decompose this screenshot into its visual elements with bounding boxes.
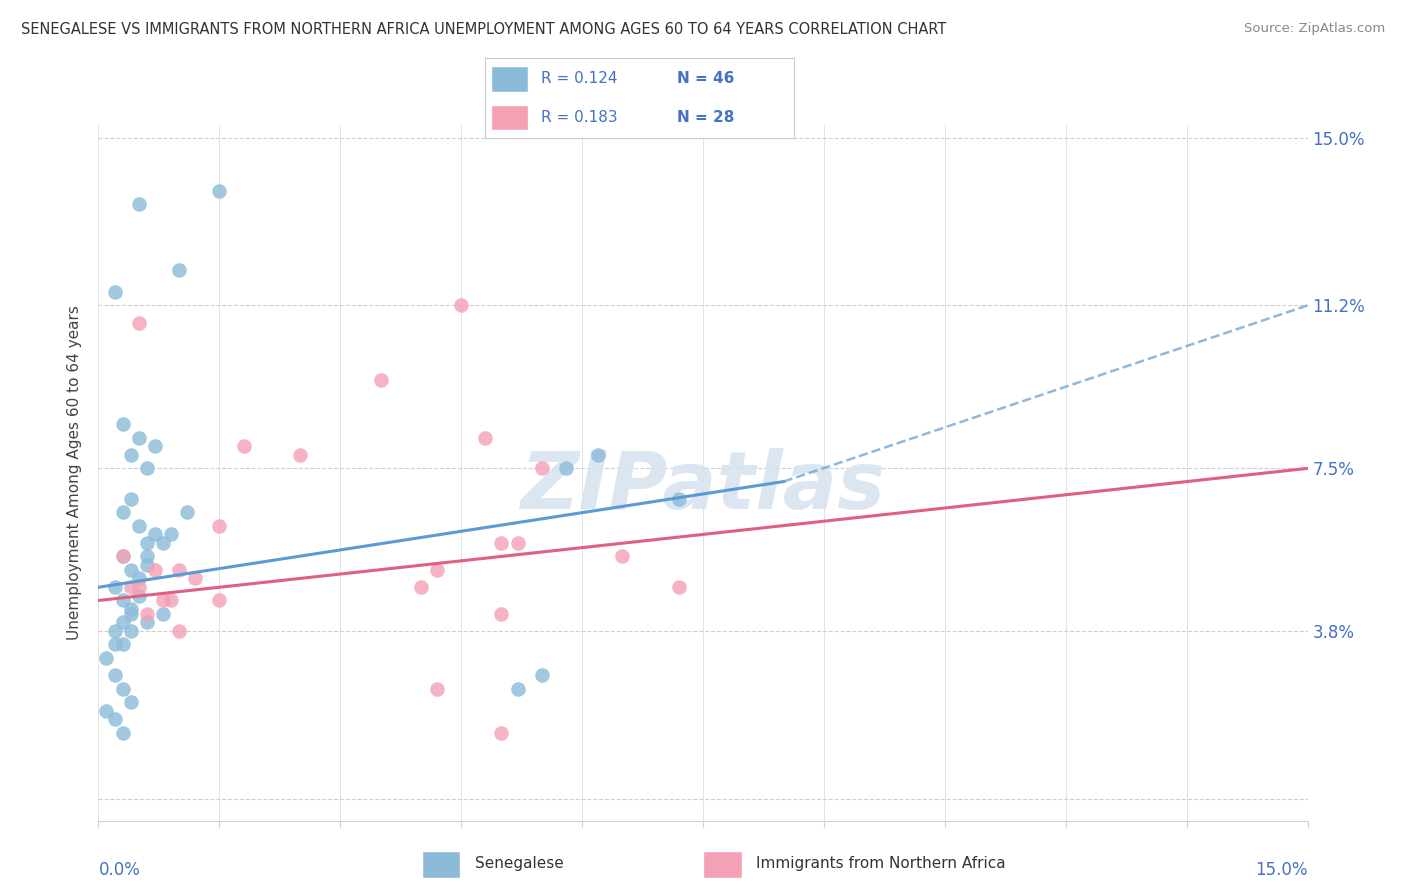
Point bbox=[160, 593, 183, 607]
Point bbox=[143, 527, 166, 541]
Point bbox=[426, 563, 449, 577]
Point bbox=[167, 563, 190, 577]
Point bbox=[103, 624, 125, 639]
Point bbox=[120, 607, 142, 621]
Point bbox=[120, 695, 142, 709]
Point bbox=[208, 593, 231, 607]
Point bbox=[288, 448, 311, 462]
Point bbox=[135, 558, 157, 573]
Text: 0.0%: 0.0% bbox=[98, 861, 141, 879]
Text: Immigrants from Northern Africa: Immigrants from Northern Africa bbox=[756, 855, 1005, 871]
Point bbox=[111, 593, 134, 607]
Point bbox=[120, 492, 142, 507]
Text: SENEGALESE VS IMMIGRANTS FROM NORTHERN AFRICA UNEMPLOYMENT AMONG AGES 60 TO 64 Y: SENEGALESE VS IMMIGRANTS FROM NORTHERN A… bbox=[21, 22, 946, 37]
Text: R = 0.124: R = 0.124 bbox=[541, 71, 617, 87]
Point bbox=[128, 316, 150, 330]
Y-axis label: Unemployment Among Ages 60 to 64 years: Unemployment Among Ages 60 to 64 years bbox=[67, 305, 83, 640]
Point bbox=[450, 298, 472, 312]
Point bbox=[208, 518, 231, 533]
Point bbox=[103, 580, 125, 594]
Point bbox=[96, 704, 118, 718]
Text: Senegalese: Senegalese bbox=[475, 855, 564, 871]
Point bbox=[530, 461, 553, 475]
Point bbox=[120, 602, 142, 616]
Point bbox=[120, 448, 142, 462]
Point bbox=[612, 549, 634, 564]
Point bbox=[135, 549, 157, 564]
Point bbox=[103, 668, 125, 682]
Point bbox=[167, 263, 190, 277]
Point bbox=[111, 681, 134, 696]
FancyBboxPatch shape bbox=[703, 851, 742, 878]
Point bbox=[184, 571, 207, 585]
Point bbox=[152, 593, 174, 607]
Point bbox=[176, 505, 198, 519]
Point bbox=[135, 607, 157, 621]
Point bbox=[128, 518, 150, 533]
Point bbox=[120, 624, 142, 639]
Point bbox=[232, 439, 254, 453]
Point bbox=[167, 624, 190, 639]
Point bbox=[103, 712, 125, 726]
Point bbox=[208, 184, 231, 198]
Point bbox=[426, 681, 449, 696]
Point bbox=[111, 725, 134, 739]
Point bbox=[506, 681, 529, 696]
Point bbox=[491, 725, 513, 739]
Point bbox=[135, 615, 157, 630]
Text: ZIPatlas: ZIPatlas bbox=[520, 448, 886, 525]
Point bbox=[120, 580, 142, 594]
Point bbox=[135, 461, 157, 475]
Point bbox=[152, 607, 174, 621]
Point bbox=[128, 589, 150, 603]
Point bbox=[128, 580, 150, 594]
Point bbox=[111, 549, 134, 564]
Text: Source: ZipAtlas.com: Source: ZipAtlas.com bbox=[1244, 22, 1385, 36]
Text: R = 0.183: R = 0.183 bbox=[541, 110, 617, 125]
Point bbox=[152, 536, 174, 550]
Point bbox=[491, 607, 513, 621]
Point bbox=[103, 285, 125, 300]
Point bbox=[103, 638, 125, 652]
Point bbox=[370, 373, 392, 387]
Point bbox=[111, 549, 134, 564]
Point bbox=[111, 638, 134, 652]
Point bbox=[409, 580, 432, 594]
Point bbox=[668, 492, 690, 507]
Point bbox=[96, 650, 118, 665]
Point bbox=[128, 571, 150, 585]
Text: N = 28: N = 28 bbox=[676, 110, 734, 125]
Point bbox=[111, 417, 134, 432]
Point bbox=[120, 563, 142, 577]
Point bbox=[474, 431, 496, 445]
Point bbox=[143, 563, 166, 577]
Point bbox=[160, 527, 183, 541]
Point bbox=[135, 536, 157, 550]
Point bbox=[111, 505, 134, 519]
Point bbox=[668, 580, 690, 594]
Point bbox=[128, 431, 150, 445]
Point bbox=[143, 439, 166, 453]
Point bbox=[530, 668, 553, 682]
Point bbox=[586, 448, 609, 462]
Point bbox=[506, 536, 529, 550]
FancyBboxPatch shape bbox=[491, 66, 529, 92]
FancyBboxPatch shape bbox=[491, 104, 529, 130]
Point bbox=[491, 536, 513, 550]
Point bbox=[555, 461, 578, 475]
Point bbox=[111, 615, 134, 630]
FancyBboxPatch shape bbox=[422, 851, 461, 878]
Text: N = 46: N = 46 bbox=[676, 71, 734, 87]
Point bbox=[128, 197, 150, 211]
Text: 15.0%: 15.0% bbox=[1256, 861, 1308, 879]
